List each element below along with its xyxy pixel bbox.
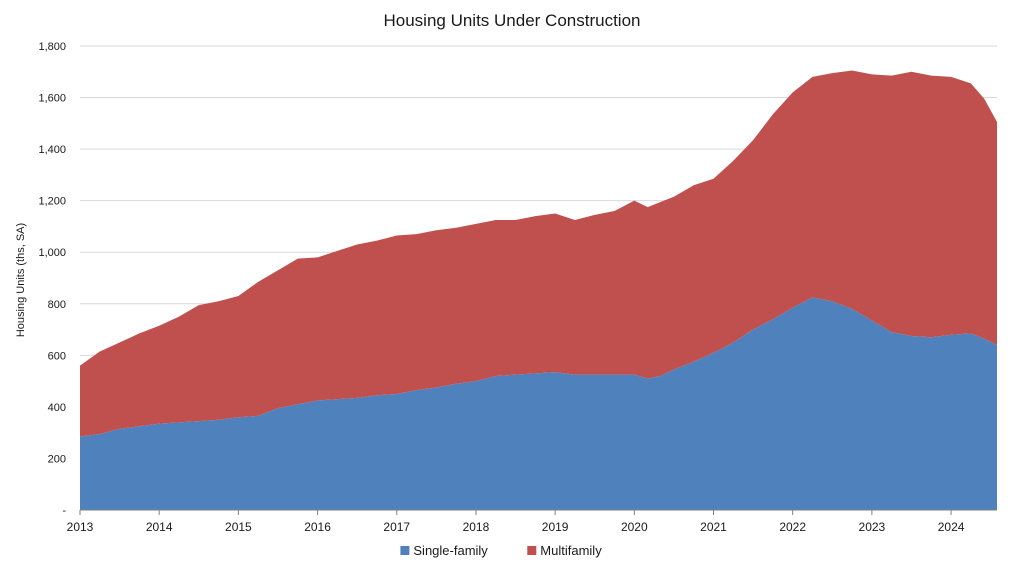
y-tick-label: - [62, 505, 66, 517]
y-tick-label: 800 [48, 299, 66, 311]
y-tick-label: 1,400 [38, 144, 66, 156]
y-tick-label: 1,200 [38, 196, 66, 208]
chart-title: Housing Units Under Construction [383, 11, 640, 30]
x-tick-label: 2020 [621, 520, 648, 534]
y-tick-label: 600 [48, 350, 66, 362]
x-tick-label: 2017 [383, 520, 410, 534]
x-tick-label: 2024 [938, 520, 965, 534]
y-tick-label: 1,600 [38, 93, 66, 105]
legend-swatch-single-family [400, 546, 410, 555]
x-tick-label: 2018 [463, 520, 490, 534]
y-tick-label: 1,000 [38, 247, 66, 259]
x-tick-label: 2023 [859, 520, 886, 534]
legend-label-single-family: Single-family [413, 543, 488, 558]
x-tick-label: 2015 [225, 520, 252, 534]
y-tick-label: 1,800 [38, 41, 66, 53]
legend-swatch-multifamily [527, 546, 537, 555]
y-tick-label: 200 [48, 453, 66, 465]
legend: Single-family Multifamily [400, 543, 602, 558]
area-series-single-family [80, 297, 997, 510]
x-tick-label: 2019 [542, 520, 569, 534]
y-tick-label: 400 [48, 402, 66, 414]
x-axis: 2013 2014 2015 2016 2017 2018 2019 2020 2021 2022… [67, 509, 997, 534]
y-axis-ticks: - 200 400 600 800 1,000 1,200 1,400 1,600 1,800 [38, 41, 66, 517]
legend-label-multifamily: Multifamily [540, 543, 602, 558]
x-tick-label: 2021 [700, 520, 727, 534]
x-tick-label: 2016 [304, 520, 331, 534]
x-tick-label: 2022 [779, 520, 806, 534]
y-axis-title: Housing Units (ths, SA) [15, 223, 27, 337]
area-series [80, 70, 997, 510]
area-series-multifamily [80, 70, 997, 437]
x-tick-label: 2013 [67, 520, 94, 534]
x-tick-label: 2014 [146, 520, 173, 534]
